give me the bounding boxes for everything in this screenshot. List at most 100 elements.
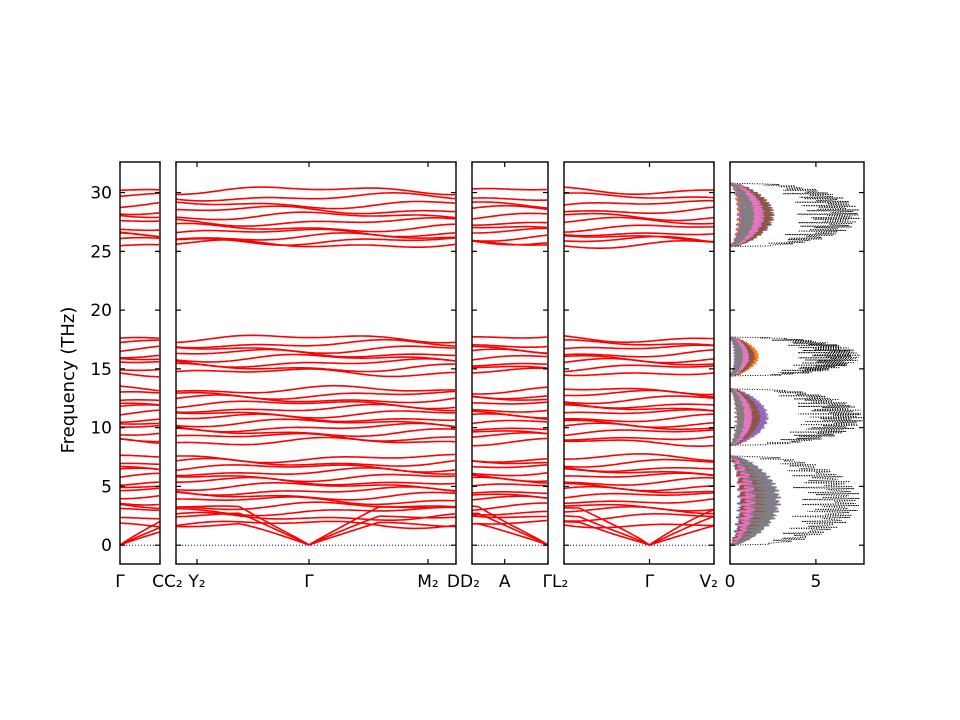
acoustic-band-line bbox=[119, 520, 161, 546]
y-tick-label: 20 bbox=[90, 301, 112, 321]
band-line bbox=[175, 192, 456, 202]
band-line bbox=[471, 430, 548, 435]
total-dos-line bbox=[729, 388, 864, 446]
band-line bbox=[471, 401, 548, 405]
band-line bbox=[119, 391, 160, 394]
band-line bbox=[119, 188, 160, 192]
band-line bbox=[563, 409, 715, 415]
band-line bbox=[119, 339, 159, 344]
partial-dos-line bbox=[729, 182, 755, 248]
band-line bbox=[175, 358, 456, 369]
x-tick-label: Γ bbox=[304, 572, 314, 592]
x-tick-label: A bbox=[499, 572, 511, 592]
band-line bbox=[472, 437, 548, 447]
band-line bbox=[119, 418, 160, 424]
band-line bbox=[176, 186, 456, 196]
panel-frame bbox=[729, 161, 865, 565]
band-line bbox=[563, 349, 715, 358]
band-line bbox=[119, 360, 160, 364]
acoustic-band-line bbox=[175, 521, 457, 546]
band-line bbox=[119, 503, 160, 510]
band-line bbox=[119, 192, 160, 198]
x-tick-label: C₂ bbox=[164, 572, 183, 592]
acoustic-band-line bbox=[176, 505, 457, 546]
band-line bbox=[471, 410, 547, 419]
band-line bbox=[175, 520, 456, 530]
band-line bbox=[563, 216, 715, 225]
band-line bbox=[119, 402, 160, 406]
band-line bbox=[175, 232, 455, 241]
band-line bbox=[471, 362, 548, 367]
band-line bbox=[175, 345, 456, 354]
band-line bbox=[175, 482, 456, 492]
band-line bbox=[563, 513, 715, 522]
band-line bbox=[120, 424, 160, 428]
partial-dos-line bbox=[729, 388, 746, 447]
band-line bbox=[563, 339, 715, 346]
total-dos-line bbox=[729, 336, 861, 377]
band-line bbox=[563, 401, 715, 409]
band-line bbox=[119, 422, 160, 425]
band-line bbox=[175, 200, 456, 210]
band-line bbox=[564, 435, 715, 441]
band-line bbox=[563, 364, 715, 373]
band-line bbox=[471, 493, 548, 499]
acoustic-band-line bbox=[119, 526, 161, 546]
band-line bbox=[120, 495, 160, 500]
x-tick-label: Γ bbox=[115, 572, 125, 592]
band-line bbox=[472, 345, 548, 354]
partial-dos-line bbox=[729, 455, 782, 546]
band-line bbox=[175, 228, 456, 238]
band-line bbox=[564, 482, 715, 492]
band-line bbox=[119, 432, 160, 436]
band-line bbox=[563, 387, 715, 396]
band-line bbox=[563, 458, 715, 468]
band-line bbox=[176, 413, 456, 423]
acoustic-band-line bbox=[471, 522, 549, 546]
band-line bbox=[563, 429, 715, 437]
band-line bbox=[119, 219, 160, 223]
band-line bbox=[563, 186, 714, 195]
band-line bbox=[471, 225, 548, 229]
band-line bbox=[120, 465, 160, 471]
band-line bbox=[119, 368, 160, 372]
band-line bbox=[471, 427, 548, 431]
panel-frame bbox=[563, 161, 715, 565]
total-dos-line bbox=[729, 182, 860, 248]
band-line bbox=[564, 503, 715, 512]
band-line bbox=[471, 240, 548, 246]
band-line bbox=[563, 212, 715, 222]
band-line bbox=[471, 365, 548, 369]
band-line bbox=[563, 224, 715, 233]
band-line bbox=[175, 436, 456, 446]
band-line bbox=[175, 211, 456, 221]
dos-x-tick-label: 0 bbox=[725, 572, 736, 592]
band-line bbox=[119, 507, 160, 512]
band-line bbox=[175, 485, 456, 497]
panel-frame bbox=[119, 161, 161, 565]
band-line bbox=[120, 487, 160, 492]
x-tick-label: V₂ bbox=[700, 572, 718, 592]
y-tick-label: 10 bbox=[90, 419, 112, 439]
band-line bbox=[563, 419, 715, 429]
band-line bbox=[471, 336, 548, 339]
x-tick-label: M₂ bbox=[417, 572, 438, 592]
band-line bbox=[471, 491, 547, 495]
band-line bbox=[563, 344, 715, 350]
band-line bbox=[563, 235, 715, 243]
band-line bbox=[471, 212, 548, 220]
band-line bbox=[175, 400, 456, 410]
band-line bbox=[175, 237, 456, 246]
band-lines-layer bbox=[119, 182, 864, 546]
band-line bbox=[119, 385, 160, 392]
band-line bbox=[563, 240, 715, 249]
band-line bbox=[563, 192, 715, 199]
band-line bbox=[175, 511, 456, 521]
band-line bbox=[175, 453, 456, 464]
x-tick-label: D₂ bbox=[460, 572, 480, 592]
x-tick-label: Γ bbox=[543, 572, 553, 592]
band-line bbox=[119, 399, 160, 402]
panel-frame bbox=[175, 161, 457, 565]
band-line bbox=[563, 523, 714, 529]
band-line bbox=[563, 232, 715, 237]
